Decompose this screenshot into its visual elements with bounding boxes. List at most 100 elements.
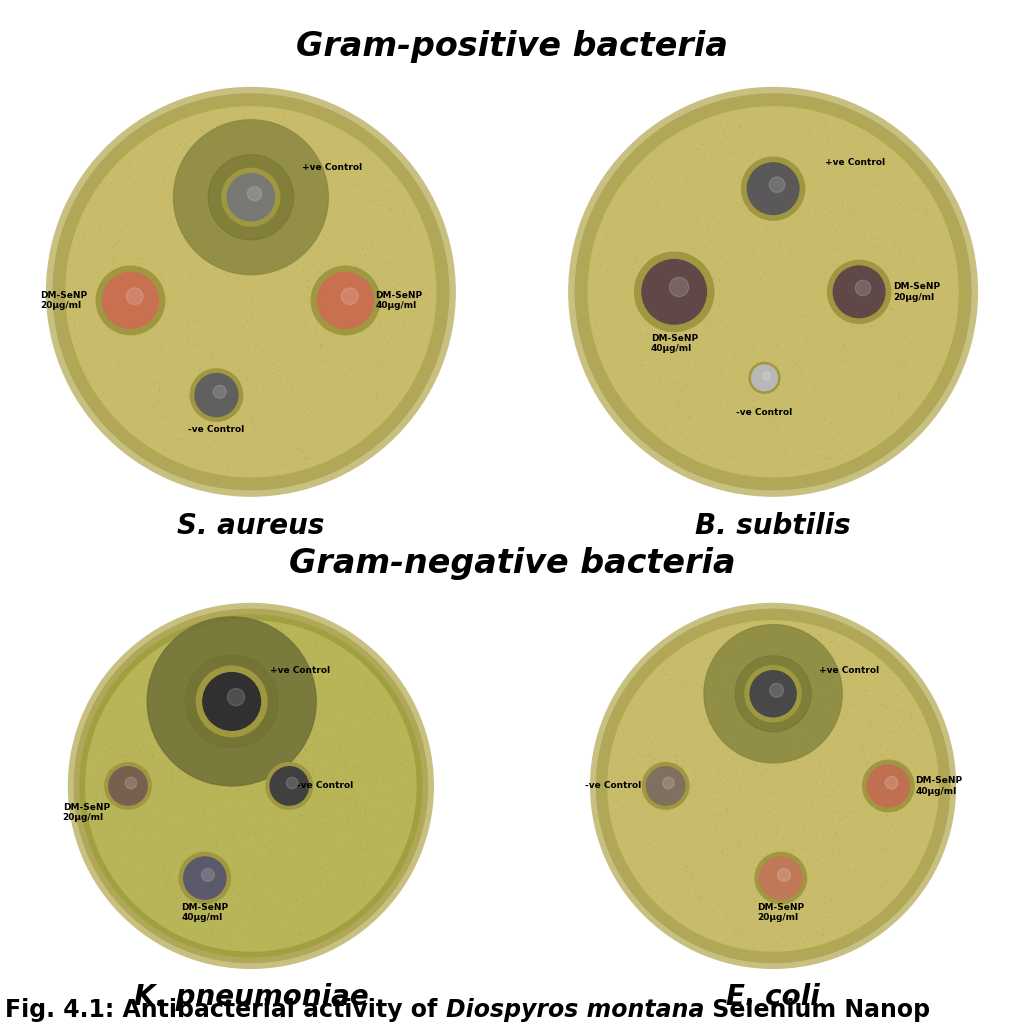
- Point: [873, 835, 890, 851]
- Point: [218, 860, 234, 877]
- Point: [665, 318, 681, 335]
- Point: [674, 229, 690, 246]
- Point: [271, 314, 288, 331]
- Point: [347, 738, 364, 755]
- Point: [105, 193, 122, 209]
- Point: [843, 328, 859, 344]
- Point: [766, 220, 782, 237]
- Point: [703, 760, 720, 776]
- Point: [263, 230, 280, 247]
- Point: [820, 129, 837, 145]
- Point: [397, 780, 414, 797]
- Point: [597, 267, 613, 284]
- Point: [817, 673, 834, 689]
- Point: [851, 911, 867, 928]
- Point: [218, 460, 234, 476]
- Point: [259, 267, 275, 284]
- Point: [817, 822, 834, 839]
- Point: [819, 160, 836, 176]
- Point: [128, 275, 144, 292]
- Circle shape: [663, 777, 674, 788]
- Point: [322, 301, 338, 317]
- Point: [202, 892, 218, 908]
- Point: [763, 665, 779, 681]
- Point: [243, 888, 259, 904]
- Point: [129, 812, 145, 828]
- Point: [719, 128, 735, 144]
- Point: [208, 924, 224, 940]
- Point: [249, 159, 265, 175]
- Point: [134, 240, 151, 256]
- Point: [656, 736, 673, 753]
- Point: [373, 352, 389, 369]
- Point: [681, 354, 697, 371]
- Point: [660, 413, 677, 429]
- Point: [186, 805, 203, 821]
- Point: [672, 893, 688, 909]
- Point: [139, 780, 156, 797]
- Point: [676, 672, 692, 688]
- Point: [325, 860, 341, 877]
- Point: [370, 719, 386, 735]
- Point: [282, 370, 298, 386]
- Point: [376, 293, 392, 309]
- Point: [708, 822, 724, 839]
- Point: [144, 325, 161, 341]
- Point: [63, 295, 80, 311]
- Point: [771, 450, 787, 466]
- Point: [844, 215, 860, 231]
- Point: [284, 918, 300, 934]
- Point: [721, 633, 737, 649]
- Point: [651, 360, 668, 377]
- Point: [730, 201, 746, 217]
- Point: [134, 757, 151, 773]
- Point: [763, 771, 779, 787]
- Point: [125, 288, 141, 304]
- Point: [386, 314, 402, 331]
- Point: [775, 453, 792, 469]
- Point: [151, 334, 167, 350]
- Point: [768, 675, 784, 691]
- Point: [240, 113, 256, 129]
- Point: [749, 739, 765, 756]
- Point: [794, 800, 810, 816]
- Point: [829, 389, 846, 406]
- Point: [327, 150, 343, 166]
- Point: [252, 644, 268, 660]
- Point: [771, 400, 787, 417]
- Point: [334, 731, 350, 748]
- Point: [811, 901, 827, 918]
- Point: [756, 279, 772, 295]
- Point: [905, 389, 922, 406]
- Point: [222, 936, 239, 952]
- Point: [333, 132, 349, 148]
- Point: [233, 725, 250, 741]
- Point: [673, 334, 689, 350]
- Point: [659, 168, 676, 184]
- Point: [778, 650, 795, 667]
- Point: [697, 712, 714, 728]
- Point: [683, 785, 699, 802]
- Point: [766, 409, 782, 425]
- Point: [644, 776, 660, 793]
- Point: [735, 654, 752, 671]
- Point: [656, 255, 673, 271]
- Point: [385, 812, 401, 828]
- Point: [308, 831, 325, 848]
- Point: [821, 435, 838, 452]
- Point: [879, 672, 895, 688]
- Point: [651, 780, 668, 797]
- Point: [255, 186, 271, 203]
- Point: [722, 413, 738, 429]
- Point: [860, 431, 877, 447]
- Point: [764, 411, 780, 427]
- Point: [859, 667, 876, 683]
- Point: [671, 863, 687, 880]
- Point: [730, 924, 746, 940]
- Point: [702, 146, 719, 163]
- Point: [212, 225, 228, 242]
- Point: [705, 419, 721, 435]
- Point: [739, 866, 756, 883]
- Point: [298, 394, 314, 411]
- Point: [888, 353, 904, 370]
